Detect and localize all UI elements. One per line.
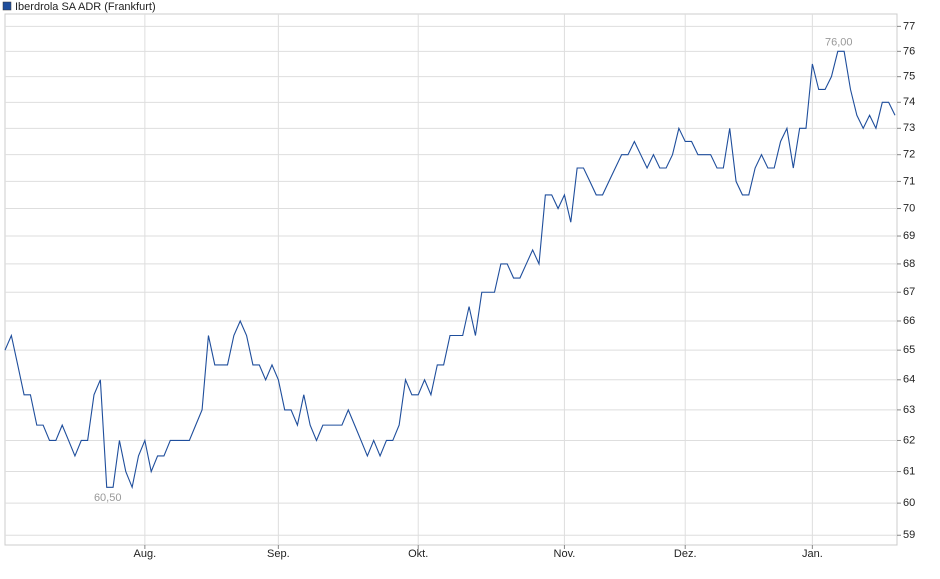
- y-tick-label: 67: [903, 286, 915, 298]
- y-tick-label: 74: [903, 96, 915, 108]
- y-tick-label: 62: [903, 434, 915, 446]
- y-tick-label: 75: [903, 71, 915, 83]
- y-tick-label: 68: [903, 258, 915, 270]
- y-tick-label: 66: [903, 315, 915, 327]
- plot-area: [4, 13, 898, 546]
- y-tick-label: 63: [903, 404, 915, 416]
- x-tick-label: Dez.: [674, 548, 697, 560]
- x-tick-label: Aug.: [134, 548, 157, 560]
- extreme-label: 76,00: [825, 36, 853, 48]
- y-tick-label: 73: [903, 122, 915, 134]
- x-tick-label: Sep.: [267, 548, 290, 560]
- x-tick-label: Nov.: [554, 548, 576, 560]
- price-line: [4, 50, 896, 490]
- y-tick-label: 76: [903, 45, 915, 57]
- x-tick-label: Jan.: [802, 548, 823, 560]
- y-tick-label: 60: [903, 497, 915, 509]
- y-tick-label: 59: [903, 529, 915, 541]
- y-tick-label: 71: [903, 175, 915, 187]
- y-tick-label: 61: [903, 465, 915, 477]
- y-tick-label: 69: [903, 230, 915, 242]
- legend-label: Iberdrola SA ADR (Frankfurt): [15, 1, 156, 13]
- x-tick-label: Okt.: [408, 548, 428, 560]
- extreme-label: 60,50: [94, 492, 122, 504]
- y-tick-label: 70: [903, 202, 915, 214]
- y-tick-label: 64: [903, 374, 915, 386]
- y-tick-label: 72: [903, 149, 915, 161]
- legend-swatch: [2, 1, 12, 11]
- y-tick-label: 77: [903, 20, 915, 32]
- y-tick-label: 65: [903, 344, 915, 356]
